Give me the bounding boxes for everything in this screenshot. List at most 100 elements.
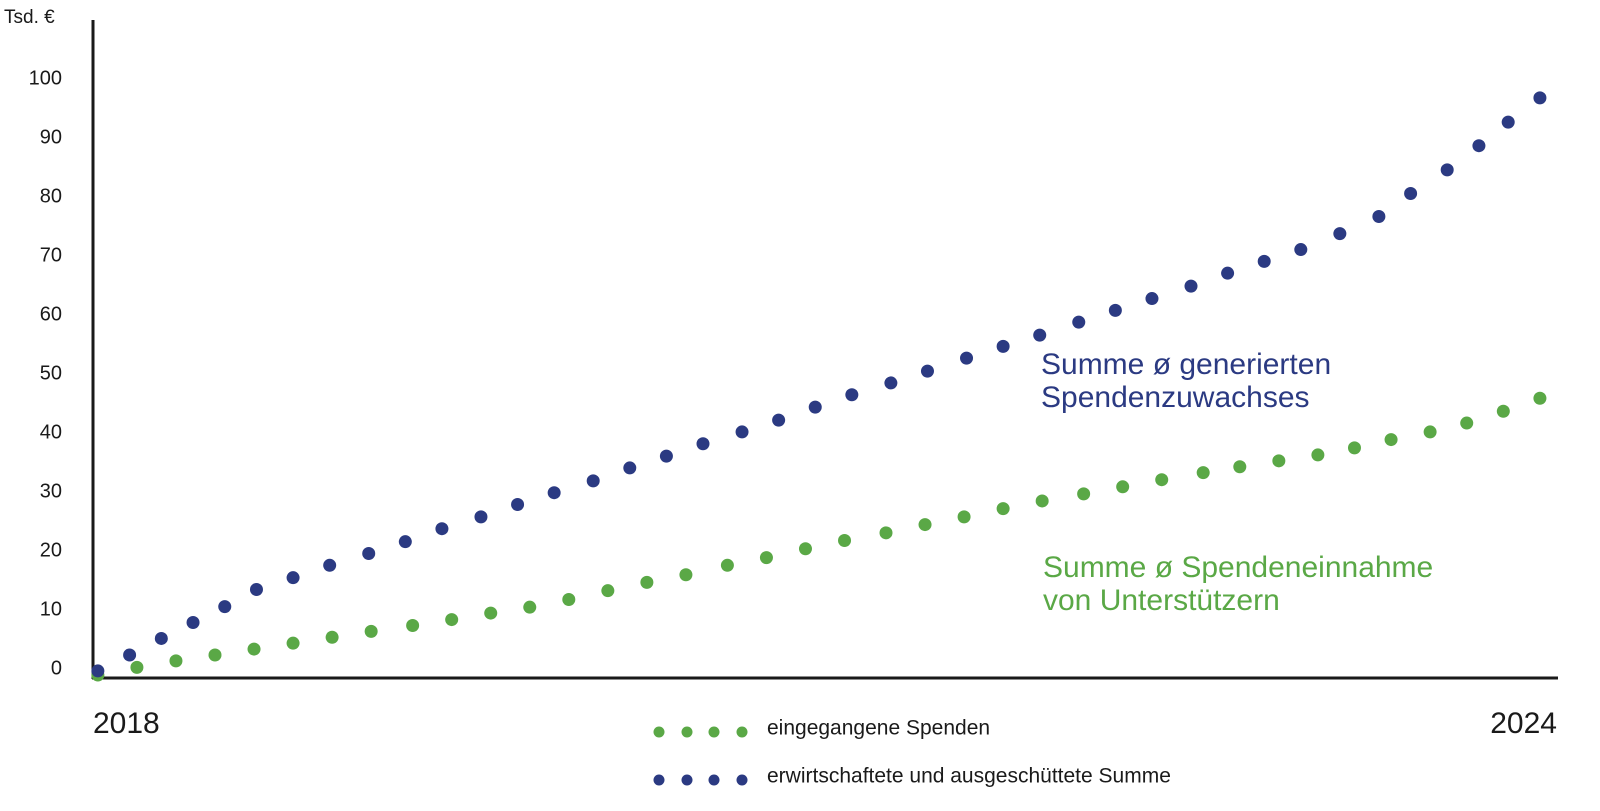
y-tick-label: 50 [40,362,62,384]
data-point [623,461,637,475]
annotation: von Unterstützern [1043,584,1280,617]
data-point [562,593,576,607]
data-point [1108,303,1122,317]
legend-marker [653,726,665,738]
data-point [920,364,934,378]
data-point [1155,473,1169,487]
data-point [772,413,786,427]
data-point [484,606,498,620]
y-tick-label: 40 [40,421,62,443]
legend-marker [708,774,720,786]
data-point [1404,186,1418,200]
data-point [406,618,420,632]
data-point [1145,292,1159,306]
data-point [586,474,600,488]
data-point [735,425,749,439]
data-point [218,600,232,614]
data-point [1423,425,1437,439]
data-point [1472,139,1486,153]
data-point [1496,404,1510,418]
data-point [838,533,852,547]
data-point [879,526,893,540]
data-point [1116,480,1130,494]
data-point [249,582,263,596]
data-point [435,522,449,536]
data-point [154,631,168,645]
y-unit: Tsd. € [4,7,55,28]
x-tick-label: 2024 [1490,707,1557,740]
data-point [362,546,376,560]
legend-label: erwirtschaftete und ausgeschüttete Summe [767,765,1171,788]
data-point [1233,460,1247,474]
data-point [511,498,525,512]
legend-marker [736,726,748,738]
data-point [1333,227,1347,241]
legend-marker [736,774,748,786]
data-point [398,535,412,549]
y-tick-label: 100 [29,67,62,89]
data-point [364,624,378,638]
data-point [918,518,932,532]
data-point [169,654,183,668]
data-point [208,648,222,662]
data-point [523,600,537,614]
data-point [720,558,734,572]
data-point [1372,210,1386,224]
annotation: Spendenzuwachses [1041,381,1310,414]
data-point [247,642,261,656]
y-tick-label: 90 [40,126,62,148]
data-point [659,449,673,463]
y-tick-label: 10 [40,598,62,620]
data-point [798,542,812,556]
data-point [884,376,898,390]
data-point [759,551,773,565]
data-point [1533,91,1547,105]
data-point [1077,487,1091,501]
data-point [1196,466,1210,480]
data-point [1035,494,1049,508]
data-point [996,339,1010,353]
data-point [1257,254,1271,268]
data-point [1460,416,1474,430]
y-tick-label: 80 [40,185,62,207]
data-point [325,630,339,644]
data-point [91,664,105,678]
data-point [957,510,971,524]
data-point [547,486,561,500]
data-point [679,568,693,582]
data-point [186,616,200,630]
x-tick-label: 2018 [93,707,160,740]
data-point [1272,454,1286,468]
data-point [286,636,300,650]
data-point [123,648,137,662]
legend-label: eingegangene Spenden [767,717,990,740]
data-point [323,558,337,572]
data-point [1533,391,1547,405]
annotation: Summe ø generierten [1041,348,1331,381]
legend-marker [653,774,665,786]
data-point [1221,266,1235,280]
data-point [1033,328,1047,342]
legend-marker [681,774,693,786]
data-point [996,502,1010,516]
data-point [601,584,615,598]
data-point [960,351,974,365]
data-point [1311,448,1325,462]
data-point [130,660,144,674]
y-tick-label: 0 [51,657,62,679]
y-tick-label: 70 [40,244,62,266]
y-tick-label: 20 [40,539,62,561]
data-point [1440,163,1454,177]
data-point [445,613,459,627]
data-point [1072,315,1086,329]
data-point [1384,433,1398,447]
annotation: Summe ø Spendeneinnahme [1043,551,1433,584]
data-point [1501,115,1515,129]
data-point [696,437,710,451]
data-point [474,510,488,524]
legend-marker [681,726,693,738]
data-point [1294,243,1308,257]
data-point [1347,441,1361,455]
